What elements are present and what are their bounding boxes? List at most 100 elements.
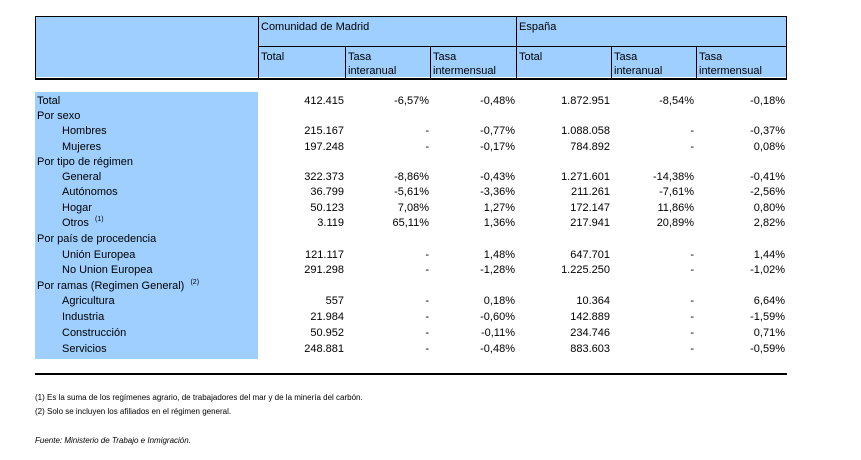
table-cell: - (690, 327, 694, 339)
table-cell: - (425, 343, 429, 355)
table-cell: 10.364 (576, 295, 610, 307)
row-label-text: Mujeres (62, 141, 102, 153)
table-cell: -0,43% (480, 171, 515, 183)
table-cell: - (425, 295, 429, 307)
table-cell: 0,80% (753, 202, 785, 214)
header-border-espana (516, 16, 517, 78)
table-cell: 217.941 (570, 217, 610, 229)
table-cell: 21.984 (310, 311, 344, 323)
row-label-text: Por ramas (Regimen General) (37, 280, 185, 292)
table-cell: - (690, 264, 694, 276)
row-label-text: Servicios (62, 343, 107, 355)
table-cell: 20,89% (656, 217, 694, 229)
table-cell: 883.603 (570, 343, 610, 355)
footnote-2: (2) Solo se incluyen los afiliados en el… (35, 407, 232, 416)
table-cell: 1.088.058 (561, 125, 610, 137)
row-label-text: Por tipo de régimen (37, 156, 133, 168)
row-label: Unión Europea (62, 248, 135, 262)
table-cell: 172.147 (570, 202, 610, 214)
table-cell: - (690, 311, 694, 323)
table-cell: -0,60% (480, 311, 515, 323)
row-label-column-background (35, 92, 258, 359)
header-mid-rule (258, 46, 787, 47)
row-label: Hombres (62, 124, 107, 138)
header-bottom-rule (35, 78, 787, 80)
row-label-text: Hogar (62, 202, 92, 214)
table-cell: 1.271.601 (561, 171, 610, 183)
table-cell: -8,54% (659, 95, 694, 107)
table-cell: 291.298 (304, 264, 344, 276)
footnote-1: (1) Es la suma de los regímenes agrario,… (35, 393, 363, 402)
table-cell: -0,37% (750, 125, 785, 137)
table-cell: -1,28% (480, 264, 515, 276)
table-cell: 1,36% (483, 217, 515, 229)
table-cell: - (425, 125, 429, 137)
row-label-text: Unión Europea (62, 249, 136, 261)
table-cell: -0,48% (480, 343, 515, 355)
table-cell: 322.373 (304, 171, 344, 183)
header-border-e-interanual (611, 46, 612, 78)
header-border-left (35, 16, 36, 78)
header-border-m-intermensual (430, 46, 431, 78)
table-cell: -1,02% (750, 264, 785, 276)
header-top-rule (35, 16, 787, 17)
header-border-madrid (258, 16, 259, 78)
header-border-m-interanual (345, 46, 346, 78)
table-cell: 215.167 (304, 125, 344, 137)
table-cell: 647.701 (570, 249, 610, 261)
row-label: No Union Europea (62, 263, 153, 277)
table-cell: -0,59% (750, 343, 785, 355)
table-cell: 6,64% (753, 295, 785, 307)
table-bottom-rule (35, 373, 787, 375)
table-cell: 0,71% (753, 327, 785, 339)
table-cell: 0,18% (483, 295, 515, 307)
row-label-text: Agricultura (62, 295, 115, 307)
table-cell: 784.892 (570, 141, 610, 153)
table-cell: - (425, 311, 429, 323)
table-cell: -2,56% (750, 186, 785, 198)
row-label: Agricultura (62, 294, 115, 308)
table-cell: 0,08% (753, 141, 785, 153)
row-label: Por sexo (37, 109, 80, 123)
table-cell: 36.799 (310, 186, 344, 198)
table-cell: 1,27% (483, 202, 515, 214)
row-label: General (62, 170, 101, 184)
table-cell: - (690, 141, 694, 153)
table-cell: -0,41% (750, 171, 785, 183)
table-cell: - (690, 295, 694, 307)
table-cell: - (425, 327, 429, 339)
row-label-text: Hombres (62, 125, 107, 137)
table-cell: -1,59% (750, 311, 785, 323)
table-cell: - (690, 249, 694, 261)
row-label: Mujeres (62, 140, 101, 154)
row-label: Por país de procedencia (37, 232, 156, 246)
table-cell: -0,11% (480, 327, 515, 339)
row-label: Construcción (62, 326, 126, 340)
table-cell: 121.117 (305, 249, 344, 261)
row-label: Industria (62, 310, 104, 324)
footnote-marker: (2) (190, 279, 200, 286)
table-cell: 412.415 (304, 95, 344, 107)
table-cell: -7,61% (659, 186, 694, 198)
table-cell: -0,48% (480, 95, 515, 107)
table-cell: 234.746 (570, 327, 610, 339)
table-cell: 197.248 (304, 141, 344, 153)
row-label: Otros (1) (62, 216, 104, 230)
group-espana-label: España (519, 21, 557, 33)
row-label-text: Total (37, 95, 61, 107)
source-note: Fuente: Ministerio de Trabajo e Inmigrac… (35, 436, 191, 445)
table-cell: 248.881 (304, 343, 344, 355)
header-border-e-intermensual (696, 46, 697, 78)
row-label: Por ramas (Regimen General) (2) (37, 279, 199, 293)
table-cell: - (425, 249, 429, 261)
header-border-right (786, 16, 787, 78)
table-cell: -3,36% (480, 186, 515, 198)
espana-intermensual-header: Tasa intermensual (699, 51, 762, 77)
madrid-interanual-header: Tasa interanual (348, 51, 397, 77)
table-cell: - (425, 264, 429, 276)
table-cell: -14,38% (653, 171, 694, 183)
table-cell: -5,61% (394, 186, 429, 198)
table-cell: 1,44% (753, 249, 785, 261)
table-cell: 50.123 (310, 202, 344, 214)
row-label-text: Por sexo (37, 110, 81, 122)
